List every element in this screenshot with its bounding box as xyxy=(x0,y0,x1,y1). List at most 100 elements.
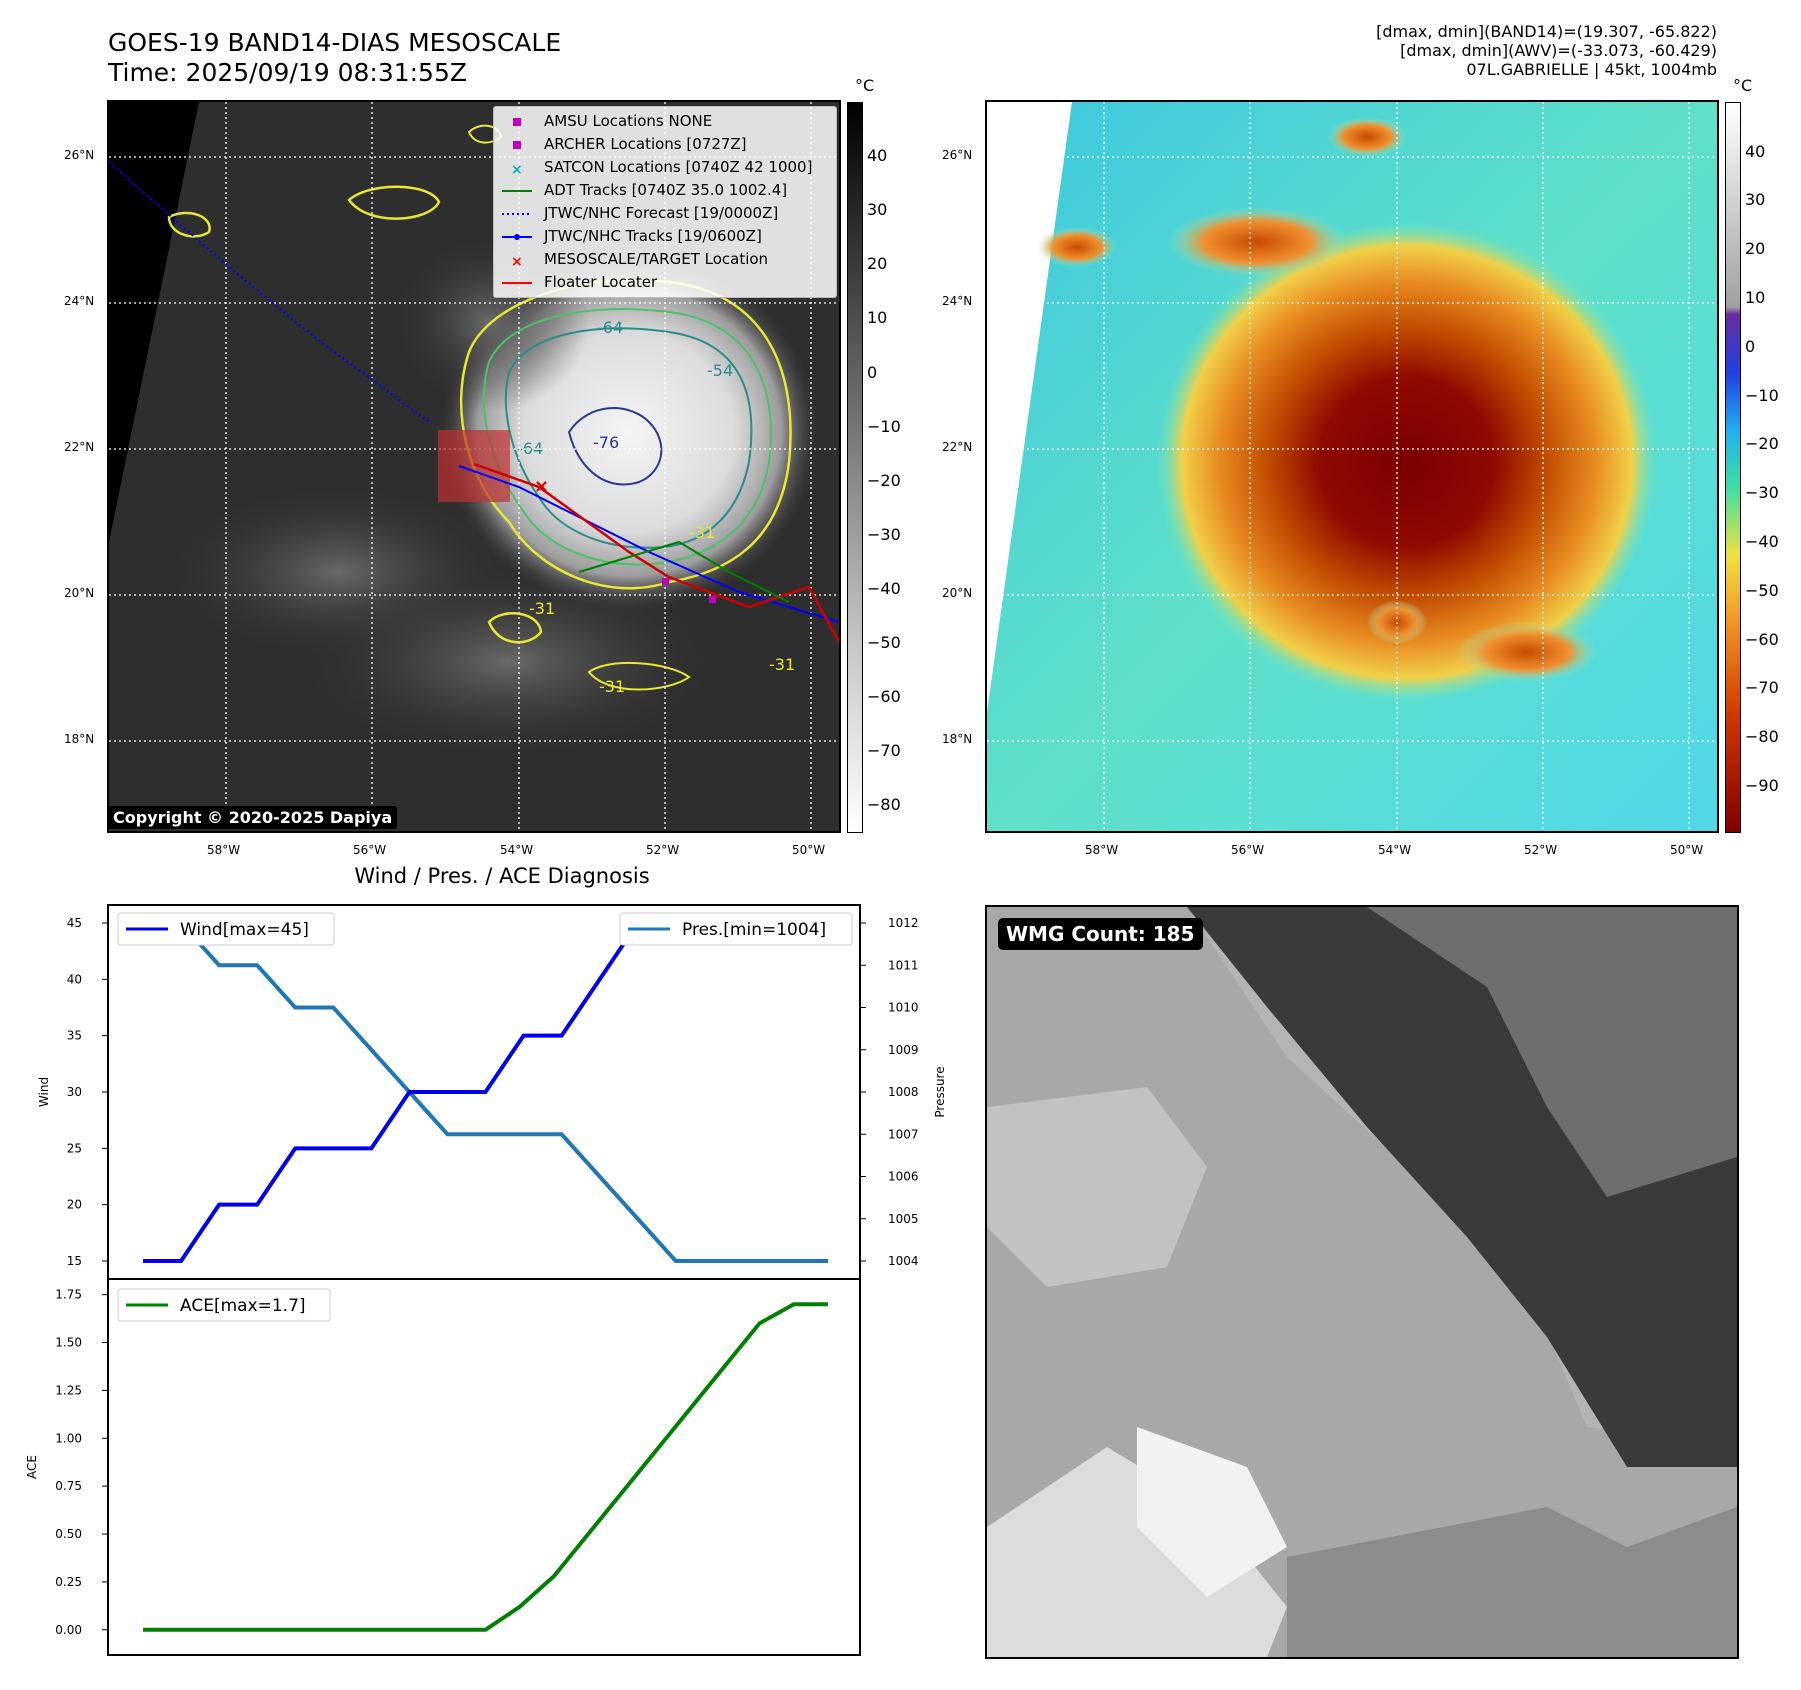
colorbar-tick: −40 xyxy=(1745,532,1779,551)
ace-axes xyxy=(107,1278,861,1656)
svg-text:×: × xyxy=(511,162,523,176)
colorbar-tick: −90 xyxy=(1745,776,1779,795)
map-legend: AMSU Locations NONE ARCHER Locations [07… xyxy=(493,106,837,298)
colorbar-tick: −20 xyxy=(867,471,901,490)
ace-tick-label: 0.50 xyxy=(55,1527,82,1541)
lat-label: 22°N xyxy=(64,440,95,454)
pressure-tick-label: 1011 xyxy=(888,958,919,972)
lat-label: 22°N xyxy=(942,440,973,454)
legend-swatch xyxy=(502,229,532,245)
contour-label: -64 xyxy=(597,318,623,337)
lon-label: 54°W xyxy=(500,843,534,857)
ace-axis-label: ACE xyxy=(25,1455,39,1479)
ace-tick-label: 1.00 xyxy=(55,1431,82,1445)
ace-tick-label: 1.50 xyxy=(55,1336,82,1350)
no-data-area xyxy=(109,102,199,542)
colorbar-tick: −20 xyxy=(1745,434,1779,453)
ace-tick-label: 1.75 xyxy=(55,1288,82,1302)
colorbar-tick: −60 xyxy=(1745,630,1779,649)
colorbar-tick: −40 xyxy=(867,579,901,598)
storm-cold-cloud-tops xyxy=(1157,222,1657,702)
colorbar-tick: −10 xyxy=(867,417,901,436)
legend-item: JTWC/NHC Tracks [19/0600Z] xyxy=(494,226,836,248)
contour-label: -31 xyxy=(769,655,795,674)
legend-swatch: × xyxy=(502,160,532,176)
gray-colorbar xyxy=(847,102,863,833)
lat-label: 18°N xyxy=(942,732,973,746)
wind-legend-label: Wind[max=45] xyxy=(180,920,309,940)
colorbar-unit: °C xyxy=(1733,76,1753,95)
wind-legend: Wind[max=45] xyxy=(117,912,335,946)
archer-location xyxy=(662,578,669,585)
colorbar-tick: −50 xyxy=(1745,581,1779,600)
storm-name-intensity: 07L.GABRIELLE | 45kt, 1004mb xyxy=(1466,60,1717,79)
contour-label: -31 xyxy=(529,599,555,618)
ace-legend: ACE[max=1.7] xyxy=(117,1288,331,1322)
contour-label: -54 xyxy=(707,361,733,380)
floater-track xyxy=(473,462,839,643)
pressure-tick-label: 1005 xyxy=(888,1212,919,1226)
wind-tick-label: 45 xyxy=(67,916,82,930)
awv-range: [dmax, dmin](AWV)=(-33.073, -60.429) xyxy=(1400,41,1717,60)
legend-swatch xyxy=(502,137,532,153)
figure-title: GOES-19 BAND14-DIAS MESOSCALE Time: 2025… xyxy=(108,28,561,88)
colorbar-tick: 10 xyxy=(867,308,888,327)
diagnosis-charts: 15 20 25 30 35 40 45 1004 1005 1006 1007 1008 1009 10… xyxy=(25,904,947,1656)
pressure-tick-label: 1012 xyxy=(888,916,919,930)
legend-swatch xyxy=(502,183,532,199)
colorbar-tick: −60 xyxy=(867,687,901,706)
pressure-tick-label: 1010 xyxy=(888,1001,919,1015)
legend-item: JTWC/NHC Forecast [19/0000Z] xyxy=(494,203,836,225)
wmg-count-badge: WMG Count: 185 xyxy=(998,918,1203,950)
ir-map-canvas: -64 -76 -54 -64 -31 -31 -31 -31 × xyxy=(109,102,839,831)
lat-label: 20°N xyxy=(942,586,973,600)
colorbar-tick: −80 xyxy=(1745,727,1779,746)
svg-text:×: × xyxy=(511,254,523,268)
lon-label: 56°W xyxy=(1231,843,1265,857)
archer-location xyxy=(709,596,716,603)
legend-item: × MESOSCALE/TARGET Location xyxy=(494,249,836,271)
lat-label: 24°N xyxy=(64,294,95,308)
title-satellite: GOES-19 BAND14-DIAS MESOSCALE xyxy=(108,28,562,57)
lon-label: 50°W xyxy=(792,843,826,857)
colorbar-tick: 30 xyxy=(867,200,888,219)
legend-item: ADT Tracks [0740Z 35.0 1002.4] xyxy=(494,180,836,202)
lat-label: 18°N xyxy=(64,732,95,746)
jtwc-forecast-track xyxy=(109,161,430,423)
contour-label: -31 xyxy=(689,523,715,542)
pressure-axis-label: Pressure xyxy=(933,1066,947,1117)
ace-legend-label: ACE[max=1.7] xyxy=(180,1296,306,1316)
colorbar-tick: −80 xyxy=(867,795,901,814)
ace-series-line xyxy=(143,1302,828,1632)
ace-tick-label: 0.00 xyxy=(55,1623,82,1637)
pressure-tick-label: 1004 xyxy=(888,1254,919,1268)
contour-label: -31 xyxy=(599,677,625,696)
wind-tick-label: 25 xyxy=(67,1141,82,1155)
lon-label: 52°W xyxy=(646,843,680,857)
ace-tick-label: 0.25 xyxy=(55,1575,82,1589)
lat-label: 20°N xyxy=(64,586,95,600)
diagnosis-title: Wind / Pres. / ACE Diagnosis xyxy=(354,864,650,888)
colorbar-tick: 40 xyxy=(1745,142,1766,161)
legend-swatch xyxy=(502,114,532,130)
wind-tick-label: 15 xyxy=(67,1254,82,1268)
lon-label: 52°W xyxy=(1524,843,1558,857)
pressure-series-line xyxy=(143,921,828,1263)
lon-label: 58°W xyxy=(207,843,241,857)
pressure-legend-label: Pres.[min=1004] xyxy=(682,920,826,940)
ir-color-map xyxy=(985,100,1719,833)
band14-range: [dmax, dmin](BAND14)=(19.307, -65.822) xyxy=(1376,22,1717,41)
colorbar-unit: °C xyxy=(855,76,875,95)
mesoscale-target-box xyxy=(438,430,510,502)
legend-item: Floater Locater xyxy=(494,272,836,294)
colorbar-tick: −10 xyxy=(1745,386,1779,405)
color-colorbar xyxy=(1725,102,1741,833)
pressure-legend: Pres.[min=1004] xyxy=(619,912,853,946)
legend-swatch xyxy=(502,275,532,291)
ace-tick-label: 0.75 xyxy=(55,1479,82,1493)
pressure-tick-label: 1007 xyxy=(888,1127,919,1141)
title-time: Time: 2025/09/19 08:31:55Z xyxy=(108,58,467,87)
wmg-panel xyxy=(985,905,1739,1659)
legend-item: × SATCON Locations [0740Z 42 1000] xyxy=(494,157,836,179)
legend-swatch: × xyxy=(502,252,532,268)
